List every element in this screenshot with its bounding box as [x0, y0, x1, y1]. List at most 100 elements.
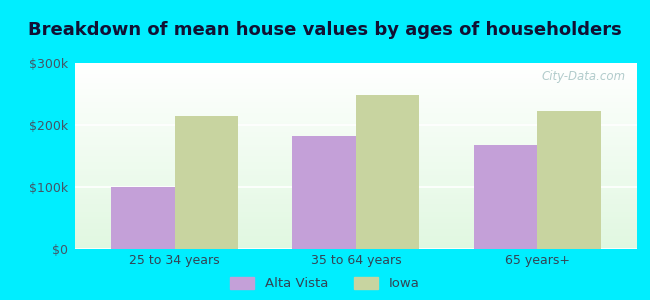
Bar	[75, 202, 637, 204]
Bar	[75, 97, 637, 98]
Bar	[75, 124, 637, 126]
Bar	[75, 110, 637, 111]
Bar	[75, 171, 637, 173]
Bar	[75, 143, 637, 145]
Bar	[75, 225, 637, 227]
Text: City-Data.com: City-Data.com	[541, 70, 626, 83]
Bar	[75, 158, 637, 160]
Bar	[75, 85, 637, 87]
Bar	[75, 121, 637, 122]
Bar	[75, 128, 637, 130]
Bar	[75, 69, 637, 70]
Bar	[75, 223, 637, 225]
Bar	[75, 108, 637, 109]
Bar	[75, 195, 637, 197]
Bar	[75, 242, 637, 243]
Bar	[75, 178, 637, 180]
Bar	[75, 206, 637, 208]
Bar	[75, 197, 637, 199]
Bar	[75, 162, 637, 164]
Bar	[75, 218, 637, 219]
Bar	[75, 91, 637, 93]
Bar	[75, 199, 637, 201]
Bar	[75, 119, 637, 121]
Bar	[75, 136, 637, 137]
Bar	[75, 175, 637, 176]
Bar	[75, 132, 637, 134]
Bar	[75, 122, 637, 124]
Bar	[75, 243, 637, 245]
Bar	[75, 141, 637, 143]
Bar	[75, 210, 637, 212]
Bar	[75, 160, 637, 162]
Bar	[75, 212, 637, 214]
Bar	[75, 63, 637, 65]
Bar	[75, 173, 637, 175]
Bar	[75, 115, 637, 117]
Bar	[75, 247, 637, 249]
Bar	[75, 190, 637, 191]
Bar	[75, 137, 637, 139]
Bar	[75, 180, 637, 182]
Bar	[75, 191, 637, 193]
Bar	[75, 67, 637, 69]
Bar	[174, 116, 238, 249]
Bar	[75, 89, 637, 91]
Bar	[75, 117, 637, 119]
Bar	[75, 83, 637, 85]
Bar	[538, 111, 601, 249]
Bar	[75, 204, 637, 206]
Bar	[75, 234, 637, 236]
Bar	[75, 184, 637, 186]
Bar	[75, 82, 637, 83]
Bar	[75, 74, 637, 76]
Bar	[75, 182, 637, 184]
Bar	[75, 104, 637, 106]
Bar	[75, 102, 637, 104]
Bar	[75, 167, 637, 169]
Bar	[474, 145, 538, 249]
Bar	[75, 164, 637, 165]
Bar	[75, 186, 637, 188]
Bar	[75, 154, 637, 156]
Bar	[75, 126, 637, 128]
Bar	[75, 147, 637, 148]
Bar	[75, 201, 637, 203]
Bar	[75, 134, 637, 136]
Bar	[75, 70, 637, 72]
Bar	[75, 188, 637, 190]
Bar	[75, 98, 637, 100]
Bar	[75, 165, 637, 167]
Bar	[75, 215, 637, 217]
Bar	[356, 95, 419, 249]
Bar	[75, 219, 637, 221]
Bar	[75, 240, 637, 242]
Bar	[75, 100, 637, 102]
Bar	[75, 130, 637, 132]
Bar	[75, 80, 637, 82]
Bar	[75, 229, 637, 230]
Legend: Alta Vista, Iowa: Alta Vista, Iowa	[230, 277, 420, 290]
Bar	[292, 136, 356, 249]
Bar	[75, 156, 637, 158]
Bar	[75, 230, 637, 232]
Bar	[75, 169, 637, 171]
Bar	[75, 78, 637, 80]
Bar	[75, 150, 637, 152]
Bar	[75, 145, 637, 147]
Bar	[75, 227, 637, 229]
Bar	[75, 236, 637, 238]
Bar	[75, 245, 637, 247]
Bar	[75, 193, 637, 195]
Bar	[75, 94, 637, 97]
Bar	[75, 238, 637, 240]
Bar	[75, 139, 637, 141]
Bar	[111, 187, 174, 249]
Bar	[75, 106, 637, 108]
Bar	[75, 72, 637, 74]
Bar	[75, 221, 637, 223]
Bar	[75, 214, 637, 215]
Bar	[75, 152, 637, 154]
Bar	[75, 208, 637, 210]
Bar	[75, 176, 637, 178]
